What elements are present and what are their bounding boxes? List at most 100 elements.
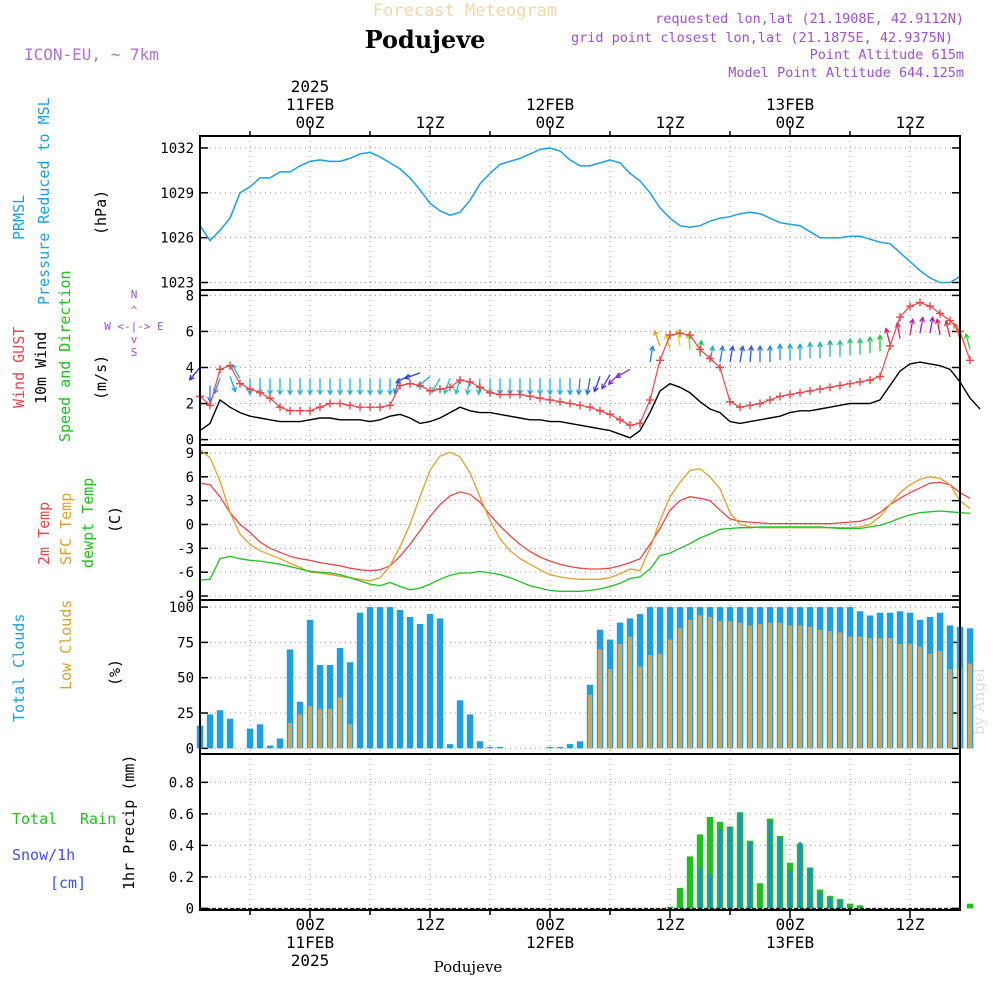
y-tick-label: 1032 [160, 141, 194, 157]
wind-direction-arrow [231, 363, 241, 379]
total-cloud-bar [466, 714, 474, 749]
wind-gust-marker [256, 388, 264, 397]
wind-gust-marker [736, 403, 744, 412]
y-tick-label: 0 [186, 433, 194, 449]
low-cloud-bar [598, 649, 602, 749]
y-tick-label: 9 [186, 446, 194, 462]
low-cloud-bar [728, 621, 732, 749]
wind-direction-arrow [337, 378, 343, 396]
y-tick-label: 100 [169, 600, 194, 616]
low-cloud-bar [948, 669, 952, 749]
total-cloud-bar [276, 738, 284, 749]
wind-gust-marker [426, 386, 434, 395]
wind-gust-marker [296, 406, 304, 415]
wind-gust-marker [586, 403, 594, 412]
snow-bar [718, 829, 722, 909]
cloud-unit: (%) [106, 659, 124, 686]
wind-gust-marker [226, 361, 234, 370]
wind-direction-arrow [797, 342, 803, 361]
precip-unit: 1hr Precip (mm) [120, 755, 138, 890]
wind-gust-marker [926, 302, 934, 311]
y-tick-label: 1023 [160, 276, 194, 292]
x-tick-label-top: 11FEB [286, 95, 334, 114]
low-cloud-bar [788, 625, 792, 749]
y-tick-label: 2 [186, 397, 194, 413]
total-cloud-bar [326, 665, 334, 749]
low-cloud-bar [928, 653, 932, 749]
low-cloud-bar [828, 631, 832, 749]
total-cloud-bar [256, 724, 264, 749]
wind-gust-marker [286, 406, 294, 415]
wind-gust-marker [516, 390, 524, 399]
wind-gust-marker [596, 406, 604, 415]
low-cloud-bar [968, 663, 972, 749]
wind-direction-arrow [837, 339, 843, 357]
snow-bar [728, 826, 732, 909]
low-cloud-bar [648, 655, 652, 749]
wind-direction-arrow [877, 333, 883, 352]
total-cloud-bar [486, 746, 494, 749]
low-cloud-bar [868, 638, 872, 749]
total-cloud-bar [576, 741, 584, 749]
total-cloud-bar [456, 700, 464, 749]
wind-direction-arrow [593, 376, 601, 393]
y-tick-label: 1029 [160, 186, 194, 202]
wind-direction-arrow [719, 344, 726, 363]
x-tick-label-top: 2025 [291, 77, 330, 96]
wind-direction-arrow [443, 378, 451, 395]
low-cloud-bar [798, 625, 802, 749]
total-cloud-bar [446, 744, 454, 749]
wind-gust-marker [336, 399, 344, 408]
low-cloud-bar [838, 632, 842, 749]
wind-gust-marker [546, 395, 554, 404]
x-tick-label-bottom: 12FEB [526, 933, 574, 952]
x-tick-label-top: 13FEB [766, 95, 814, 114]
y-tick-label: 0.4 [169, 838, 194, 854]
low-cloud-bar [888, 638, 892, 749]
compass-s: S [131, 346, 138, 359]
wind-gust-marker [406, 379, 414, 388]
rain-bar [966, 903, 974, 909]
y-tick-label: -6 [177, 565, 194, 581]
wind-direction-arrow [817, 341, 823, 359]
wind-gust-marker [706, 354, 714, 363]
precip-total-label: Total [12, 810, 57, 828]
wind-direction-arrow [267, 378, 273, 396]
wind-gust-marker [456, 376, 464, 385]
y-tick-label: -9 [177, 589, 194, 605]
y-tick-label: 8 [186, 288, 194, 304]
wind-gust-marker [266, 394, 274, 403]
low-cloud-bar [718, 621, 722, 749]
wind-gust-marker [376, 403, 384, 412]
compass-we: W <-|-> E [104, 320, 164, 333]
wind-gust-marker [486, 388, 494, 397]
wind-direction-label: Speed and Direction [56, 270, 74, 442]
x-tick-label-bottom: 11FEB [286, 933, 334, 952]
y-tick-label: 75 [177, 635, 194, 651]
total-cloud-bar [246, 728, 254, 749]
low-cloud-bar [938, 650, 942, 749]
wind-gust-marker [846, 379, 854, 388]
total-cloud-bar [416, 624, 424, 749]
temp-dew-label: dewpt Temp [79, 478, 97, 568]
temp-sfc-line [199, 449, 971, 582]
low-cloud-bar [668, 639, 672, 749]
y-tick-label: 0.6 [169, 807, 194, 823]
total-cloud-bar [306, 619, 314, 749]
plot-area: 102310261029103202468-9-6-30369025507510… [160, 77, 981, 970]
wind-direction-arrow [787, 342, 793, 361]
wind-gust-marker [886, 341, 894, 350]
x-tick-label-bottom: 00Z [536, 915, 565, 934]
x-tick-label-top: 00Z [536, 113, 565, 132]
wind-gust-marker [916, 298, 924, 307]
wind-direction-arrow [653, 329, 661, 347]
wind-gust-marker [566, 399, 574, 408]
x-tick-label-top: 12Z [416, 113, 445, 132]
low-cloud-bar [748, 625, 752, 749]
low-cloud-bar [858, 636, 862, 749]
low-cloud-bar [818, 629, 822, 749]
wind-direction-arrow [307, 378, 313, 396]
wind-gust-marker [606, 410, 614, 419]
low-cloud-bar [608, 669, 612, 749]
low-cloud-bar [618, 643, 622, 749]
